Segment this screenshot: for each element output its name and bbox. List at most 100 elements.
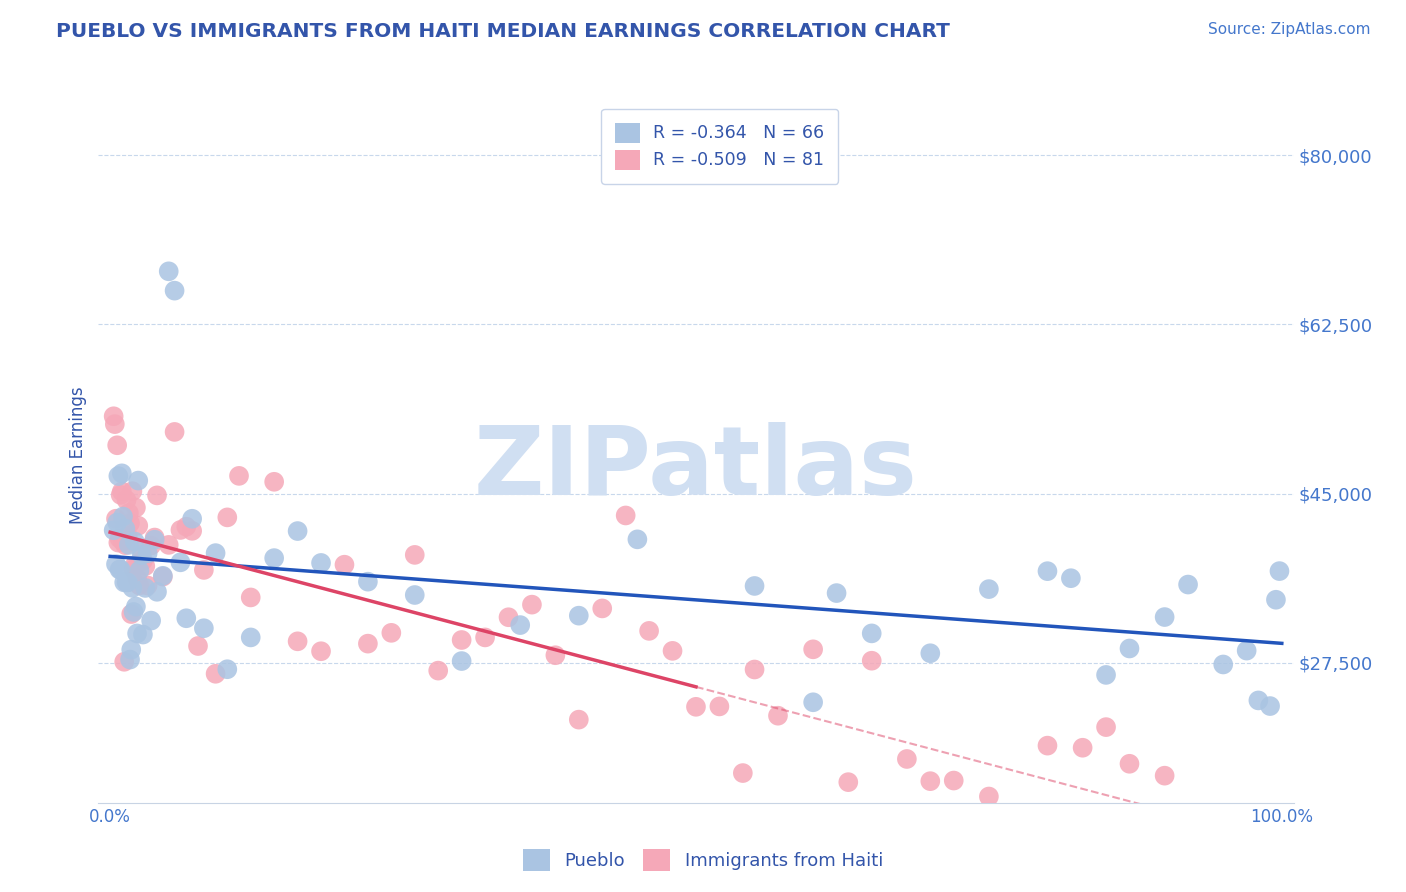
Point: [105, 438, 128, 452]
Point: [544, 648, 567, 663]
Point: [152, 569, 174, 583]
Point: [181, 512, 204, 526]
Point: [977, 789, 1000, 804]
Point: [1236, 643, 1258, 657]
Point: [920, 774, 942, 789]
Point: [163, 284, 186, 298]
Point: [287, 634, 309, 648]
Point: [127, 474, 149, 488]
Point: [107, 535, 129, 549]
Point: [157, 264, 180, 278]
Point: [187, 639, 209, 653]
Point: [498, 610, 520, 624]
Point: [181, 524, 204, 538]
Point: [134, 559, 156, 574]
Point: [105, 516, 128, 530]
Point: [1036, 564, 1059, 578]
Point: [174, 519, 197, 533]
Point: [920, 646, 942, 660]
Point: [103, 409, 125, 424]
Point: [131, 548, 153, 562]
Point: [141, 538, 163, 552]
Point: [217, 510, 239, 524]
Point: [146, 584, 169, 599]
Text: Source: ZipAtlas.com: Source: ZipAtlas.com: [1208, 22, 1371, 37]
Point: [128, 564, 150, 578]
Point: [1118, 641, 1140, 656]
Point: [152, 569, 174, 583]
Point: [107, 469, 129, 483]
Point: [193, 563, 215, 577]
Point: [121, 581, 143, 595]
Point: [860, 626, 883, 640]
Point: [1118, 756, 1140, 771]
Point: [287, 524, 309, 538]
Point: [127, 626, 149, 640]
Text: PUEBLO VS IMMIGRANTS FROM HAITI MEDIAN EARNINGS CORRELATION CHART: PUEBLO VS IMMIGRANTS FROM HAITI MEDIAN E…: [56, 22, 950, 41]
Point: [157, 538, 180, 552]
Point: [121, 484, 143, 499]
Point: [1258, 699, 1281, 714]
Point: [120, 516, 141, 530]
Point: [357, 637, 380, 651]
Point: [896, 752, 918, 766]
Point: [169, 555, 191, 569]
Point: [801, 695, 824, 709]
Point: [131, 543, 153, 558]
Point: [1247, 888, 1270, 892]
Point: [1153, 769, 1175, 783]
Point: [169, 523, 191, 537]
Point: [193, 621, 215, 635]
Point: [174, 611, 197, 625]
Point: [112, 534, 135, 549]
Point: [134, 581, 156, 595]
Point: [127, 518, 149, 533]
Point: [1060, 571, 1083, 585]
Point: [163, 425, 186, 439]
Point: [380, 625, 402, 640]
Point: [105, 512, 128, 526]
Point: [263, 551, 285, 566]
Point: [1095, 720, 1118, 734]
Point: [309, 644, 332, 658]
Point: [118, 538, 141, 552]
Point: [1268, 564, 1291, 578]
Point: [110, 563, 132, 577]
Point: [404, 588, 426, 602]
Point: [120, 607, 142, 621]
Point: [125, 599, 148, 614]
Point: [112, 575, 135, 590]
Point: [404, 548, 426, 562]
Point: [120, 642, 142, 657]
Point: [108, 532, 131, 546]
Point: [105, 557, 128, 571]
Point: [614, 508, 637, 523]
Point: [217, 662, 239, 676]
Point: [837, 775, 859, 789]
Legend: R = -0.364   N = 66, R = -0.509   N = 81: R = -0.364 N = 66, R = -0.509 N = 81: [602, 109, 838, 184]
Point: [333, 558, 356, 572]
Point: [309, 556, 332, 570]
Point: [766, 708, 789, 723]
Point: [136, 546, 159, 560]
Point: [1153, 610, 1175, 624]
Point: [744, 663, 766, 677]
Legend: Pueblo, Immigrants from Haiti: Pueblo, Immigrants from Haiti: [516, 842, 890, 879]
Point: [1012, 877, 1035, 891]
Point: [103, 523, 125, 537]
Point: [104, 417, 127, 431]
Point: [1265, 592, 1288, 607]
Point: [127, 571, 149, 585]
Point: [146, 488, 169, 502]
Point: [239, 631, 262, 645]
Point: [1212, 809, 1234, 823]
Point: [638, 624, 661, 638]
Point: [1247, 693, 1270, 707]
Point: [568, 608, 591, 623]
Point: [124, 558, 146, 573]
Point: [118, 506, 141, 520]
Point: [520, 598, 543, 612]
Point: [661, 644, 683, 658]
Point: [125, 500, 148, 515]
Point: [132, 627, 155, 641]
